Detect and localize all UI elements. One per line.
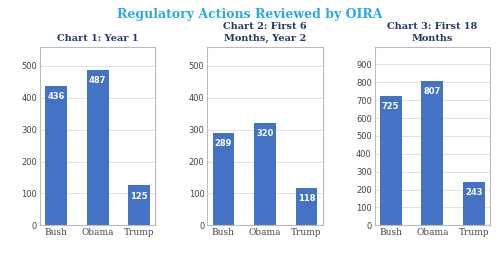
Bar bbox=[296, 188, 318, 225]
Text: 487: 487 bbox=[89, 76, 106, 85]
Bar bbox=[463, 182, 485, 225]
Text: 725: 725 bbox=[382, 102, 400, 111]
Text: 125: 125 bbox=[130, 192, 148, 201]
Bar bbox=[380, 96, 402, 225]
Text: 289: 289 bbox=[214, 139, 232, 148]
Text: Regulatory Actions Reviewed by OIRA: Regulatory Actions Reviewed by OIRA bbox=[117, 8, 383, 21]
Bar bbox=[87, 70, 108, 225]
Text: 320: 320 bbox=[256, 130, 274, 138]
Text: 436: 436 bbox=[48, 92, 65, 102]
Text: 807: 807 bbox=[424, 87, 441, 96]
Title: Chart 2: First 6
Months, Year 2: Chart 2: First 6 Months, Year 2 bbox=[223, 22, 307, 43]
Bar bbox=[254, 123, 276, 225]
Text: 243: 243 bbox=[465, 188, 482, 197]
Title: Chart 1: Year 1: Chart 1: Year 1 bbox=[57, 34, 138, 43]
Bar bbox=[45, 86, 67, 225]
Title: Chart 3: First 18
Months: Chart 3: First 18 Months bbox=[387, 22, 478, 43]
Bar bbox=[128, 185, 150, 225]
Bar bbox=[212, 133, 234, 225]
Text: 118: 118 bbox=[298, 194, 316, 203]
Bar bbox=[422, 81, 443, 225]
